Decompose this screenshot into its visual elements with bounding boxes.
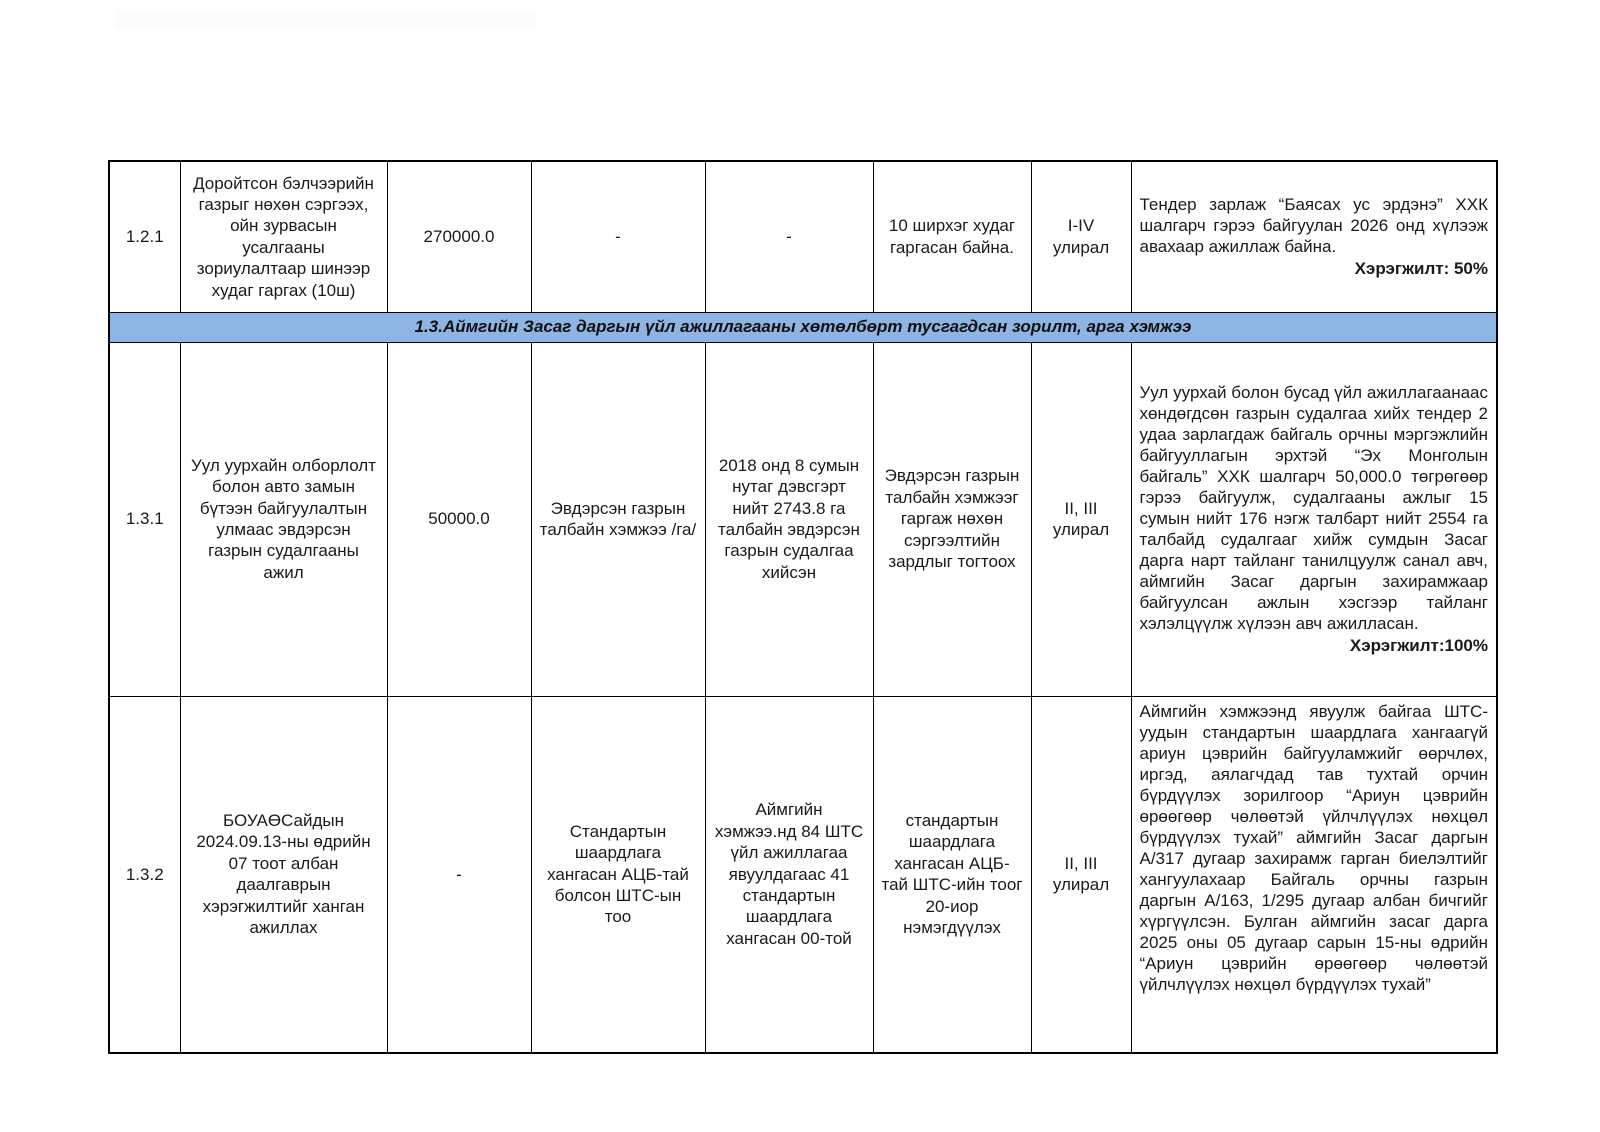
result-text: Аймгийн хэмжээнд явуулж байгаа ШТС-уудын… bbox=[1139, 701, 1489, 994]
budget-cell: - bbox=[386, 695, 532, 1054]
target-cell: 10 ширхэг худаг гаргасан байна. bbox=[872, 160, 1032, 313]
activity-cell: Доройтсон бэлчээрийн газрыг нөхөн сэргээ… bbox=[179, 160, 388, 313]
quarter-cell: I-IV улирал bbox=[1030, 160, 1132, 313]
faded-header-text bbox=[115, 10, 535, 28]
activity-cell: Уул уурхайн олборлолт болон авто замын б… bbox=[179, 341, 388, 697]
result-cell: Тендер зарлаж “Баясах ус эрдэнэ” ХХК шал… bbox=[1130, 160, 1498, 313]
budget-cell: 50000.0 bbox=[386, 341, 532, 697]
section-header-row: 1.3.Аймгийн Засаг даргын үйл ажиллагааны… bbox=[108, 311, 1498, 343]
table-row: 1.2.1 Доройтсон бэлчээрийн газрыг нөхөн … bbox=[108, 160, 1498, 313]
section-header-label: 1.3.Аймгийн Засаг даргын үйл ажиллагааны… bbox=[108, 311, 1498, 343]
baseline-cell: Аймгийн хэмжээ.нд 84 ШТС үйл ажиллагаа я… bbox=[704, 695, 874, 1054]
activity-cell: БОУАӨСайдын 2024.09.13-ны өдрийн 07 тоот… bbox=[179, 695, 388, 1054]
implementation-status: Хэрэгжилт: 50% bbox=[1354, 259, 1488, 279]
row-id-cell: 1.2.1 bbox=[108, 160, 181, 313]
baseline-cell: - bbox=[704, 160, 874, 313]
quarter-cell: II, III улирал bbox=[1030, 695, 1132, 1054]
indicator-cell: Эвдэрсэн газрын талбайн хэмжээ /га/ bbox=[530, 341, 706, 697]
implementation-status: Хэрэгжилт:100% bbox=[1349, 636, 1488, 655]
report-table: 1.2.1 Доройтсон бэлчээрийн газрыг нөхөн … bbox=[108, 160, 1498, 1054]
baseline-cell: 2018 онд 8 сумын нутаг дэвсгэрт нийт 274… bbox=[704, 341, 874, 697]
target-cell: стандартын шаардлага хангасан АЦБ-тай ШТ… bbox=[872, 695, 1032, 1054]
indicator-cell: Стандартын шаардлага хангасан АЦБ-тай бо… bbox=[530, 695, 706, 1054]
result-cell: Аймгийн хэмжээнд явуулж байгаа ШТС-уудын… bbox=[1130, 695, 1498, 1054]
table-row: 1.3.2 БОУАӨСайдын 2024.09.13-ны өдрийн 0… bbox=[108, 695, 1498, 1054]
result-text: Уул уурхай болон бусад үйл ажиллагаанаас… bbox=[1139, 383, 1489, 633]
result-cell: Уул уурхай болон бусад үйл ажиллагаанаас… bbox=[1130, 341, 1498, 697]
target-cell: Эвдэрсэн газрын талбайн хэмжээг гаргаж н… bbox=[872, 341, 1032, 697]
row-id-cell: 1.3.1 bbox=[108, 341, 181, 697]
budget-cell: 270000.0 bbox=[386, 160, 532, 313]
table-row: 1.3.1 Уул уурхайн олборлолт болон авто з… bbox=[108, 341, 1498, 697]
indicator-cell: - bbox=[530, 160, 706, 313]
quarter-cell: II, III улирал bbox=[1030, 341, 1132, 697]
row-id-cell: 1.3.2 bbox=[108, 695, 181, 1054]
result-text: Тендер зарлаж “Баясах ус эрдэнэ” ХХК шал… bbox=[1139, 195, 1489, 257]
